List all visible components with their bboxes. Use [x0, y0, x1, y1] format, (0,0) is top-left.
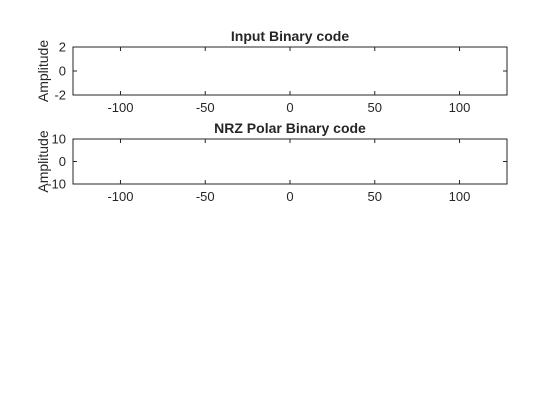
y-tick-label: -2: [54, 88, 66, 103]
x-tick-label: 0: [286, 189, 293, 204]
axes-frame: [72, 138, 508, 185]
chart-title: NRZ Polar Binary code: [214, 120, 366, 136]
x-tick-label: 0: [286, 100, 293, 115]
y-tick-label: 10: [52, 132, 66, 147]
x-tick-label: -50: [196, 100, 215, 115]
x-tick-label: 100: [449, 189, 471, 204]
y-axis-label: Amplitude: [35, 40, 51, 102]
x-tick-label: -100: [107, 100, 133, 115]
y-tick-label: 0: [59, 64, 66, 79]
y-tick-label: 0: [59, 154, 66, 169]
y-axis-label: Amplitude: [35, 130, 51, 192]
x-tick-label: -50: [196, 189, 215, 204]
chart-title: Input Binary code: [231, 28, 349, 44]
x-tick-label: 50: [368, 189, 382, 204]
axes-frame: [72, 46, 508, 96]
y-tick-label: -10: [47, 177, 66, 192]
x-tick-label: 50: [368, 100, 382, 115]
x-tick-label: -100: [107, 189, 133, 204]
x-tick-label: 100: [449, 100, 471, 115]
subplot-input-binary: -100 -50 0 50 100 -2 0 2 Input Binary code Amplit…: [35, 28, 508, 115]
y-tick-label: 2: [59, 40, 66, 55]
